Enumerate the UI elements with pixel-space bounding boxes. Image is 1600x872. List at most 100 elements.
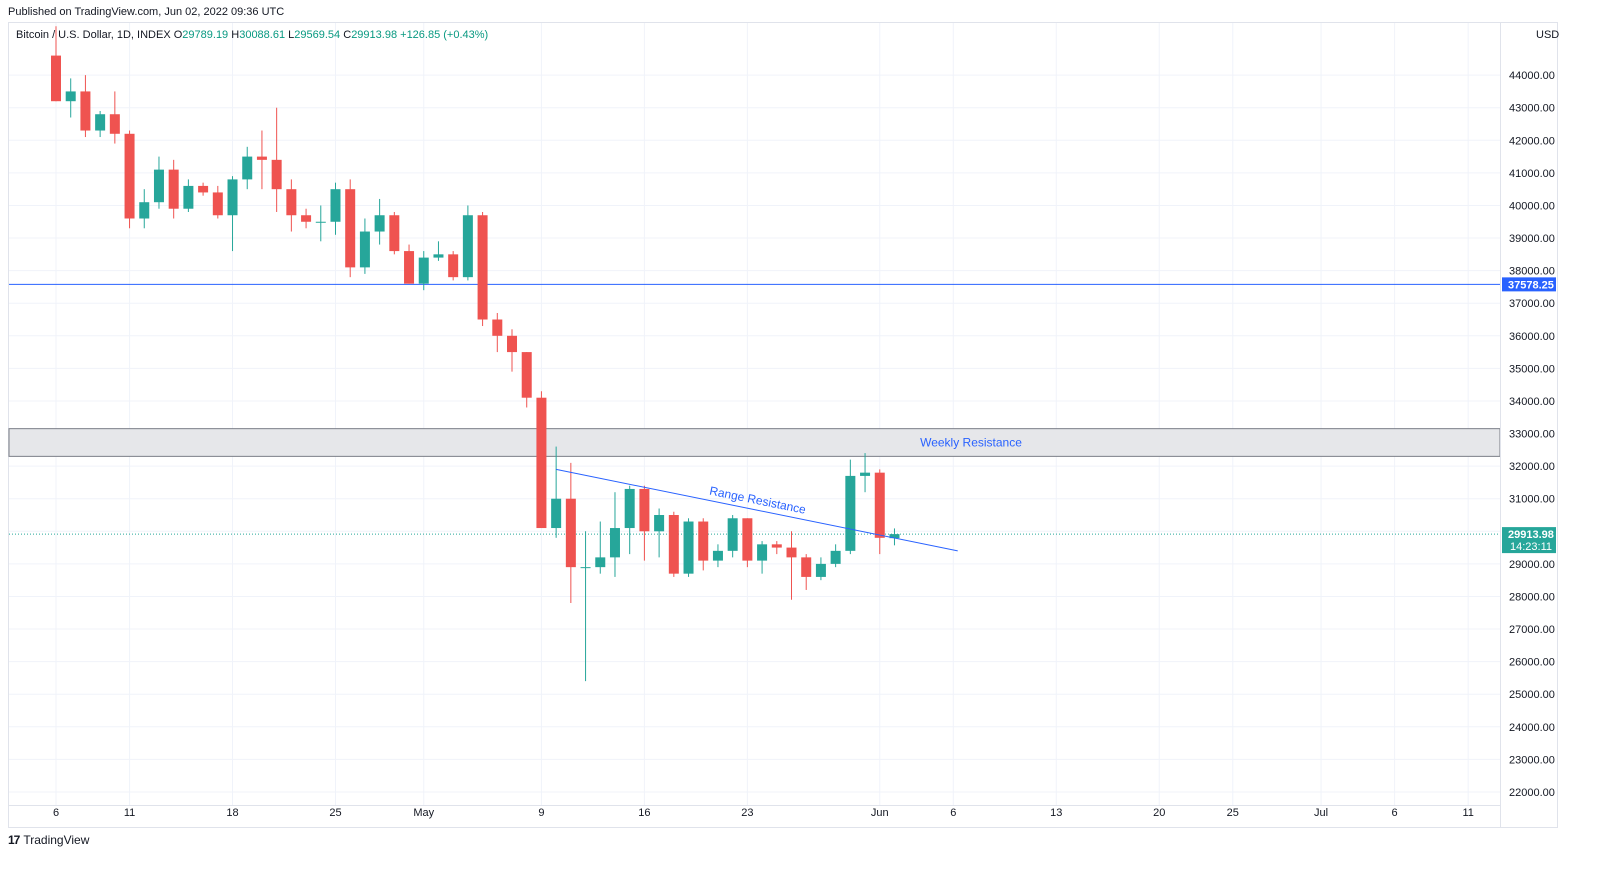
candle-body-16	[286, 189, 297, 216]
x-tick-label-23: 23	[741, 807, 753, 819]
y-tick-label-31000: 31000.00	[1509, 494, 1555, 506]
y-axis[interactable]: 22000.00 23000.00 24000.00 25000.00 26000.00…	[1500, 23, 1555, 827]
candle-body-26	[433, 254, 444, 258]
currency-label[interactable]: USD	[1536, 29, 1560, 41]
candle-17	[301, 208, 312, 229]
candle-27	[448, 251, 459, 281]
candle-body-33	[536, 397, 547, 529]
candle-30	[492, 312, 503, 353]
symbol-legend[interactable]: Bitcoin / U.S. Dollar, 1D, INDEX O29789.…	[16, 29, 488, 41]
x-tick-label-6: 6	[950, 807, 956, 819]
candle-4	[109, 91, 120, 144]
candle-body-11	[212, 192, 223, 216]
candle-28	[462, 205, 473, 281]
candle-10	[198, 182, 209, 196]
price-tags: 37578.25 29913.98 14:23:11	[1502, 277, 1556, 554]
candle-25	[418, 251, 429, 291]
candle-body-25	[418, 257, 429, 284]
resistance-zone-rect[interactable]	[8, 428, 1501, 457]
candle-body-31	[507, 335, 518, 353]
candle-38	[609, 492, 620, 577]
candle-47	[742, 518, 753, 568]
y-tick-label-33000: 33000.00	[1509, 429, 1555, 441]
published-note: Published on TradingView.com, Jun 02, 20…	[8, 6, 285, 18]
y-tick-label-38000: 38000.00	[1509, 266, 1555, 278]
candle-36	[580, 531, 591, 682]
candle-body-41	[654, 515, 665, 532]
candle-21	[359, 218, 370, 274]
candle-0	[51, 26, 61, 102]
candle-3	[95, 110, 106, 138]
resistance-zone-label: Weekly Resistance	[920, 436, 1022, 450]
candle-body-53	[830, 550, 841, 564]
candle-41	[654, 508, 665, 558]
y-tick-label-44000: 44000.00	[1509, 70, 1555, 82]
y-tick-label-36000: 36000.00	[1509, 331, 1555, 343]
candle-body-32	[521, 352, 532, 398]
candle-12	[227, 176, 238, 252]
candle-29	[477, 211, 488, 327]
x-tick-label-6: 6	[1392, 807, 1398, 819]
candle-1	[65, 78, 76, 118]
last-price-label: 29913.98	[1508, 529, 1554, 541]
candle-body-49	[771, 544, 782, 548]
tradingview-brand[interactable]: 17 TradingView	[8, 833, 89, 847]
candle-35	[565, 462, 576, 603]
tradingview-logo-icon: 17	[8, 833, 20, 847]
candle-body-12	[227, 179, 238, 216]
y-tick-label-32000: 32000.00	[1509, 461, 1555, 473]
candle-23	[389, 211, 400, 255]
candle-11	[212, 185, 223, 219]
candle-body-1	[65, 91, 76, 102]
candle-16	[286, 179, 297, 232]
range-resistance-label: Range Resistance	[708, 484, 807, 517]
x-tick-label-11: 11	[124, 807, 135, 819]
y-tick-label-34000: 34000.00	[1509, 396, 1555, 408]
x-tick-label-May: May	[413, 807, 434, 819]
candle-body-45	[712, 550, 723, 561]
candle-body-14	[256, 156, 267, 160]
open-label: O	[173, 29, 183, 41]
y-tick-label-41000: 41000.00	[1509, 168, 1555, 180]
low-value: 29569.54	[294, 29, 341, 41]
candle-body-5	[124, 133, 135, 219]
candle-37	[595, 521, 606, 574]
candle-34	[551, 446, 562, 538]
x-axis[interactable]: 6 11 18 25 May 9 16 23 Jun 6 13 20 25 Jul 6 11	[9, 805, 1500, 820]
candle-56	[874, 469, 885, 555]
close-label: C	[343, 29, 352, 41]
candle-body-54	[845, 475, 856, 551]
open-value: 29789.19	[182, 29, 229, 41]
y-tick-label-40000: 40000.00	[1509, 200, 1555, 212]
x-tick-label-6: 6	[53, 807, 59, 819]
candle-body-27	[448, 254, 459, 278]
y-tick-label-39000: 39000.00	[1509, 233, 1555, 245]
candle-32	[521, 352, 532, 408]
candle-body-50	[786, 547, 797, 558]
candle-body-51	[801, 557, 812, 577]
chart-frame[interactable]	[8, 22, 1558, 828]
candle-52	[815, 557, 826, 581]
candle-body-18	[315, 221, 326, 223]
y-tick-label-24000: 24000.00	[1509, 722, 1555, 734]
high-value: 30088.61	[239, 29, 286, 41]
candle-54	[845, 459, 856, 555]
candle-20	[345, 179, 356, 278]
candle-45	[712, 544, 723, 568]
resistance-zone[interactable]: Weekly Resistance	[8, 428, 1501, 457]
candle-body-6	[139, 202, 150, 219]
x-tick-label-25: 25	[329, 807, 341, 819]
candle-2	[80, 75, 91, 138]
candle-15	[271, 107, 282, 212]
candle-body-34	[551, 498, 562, 529]
y-tick-label-35000: 35000.00	[1509, 363, 1555, 375]
candle-42	[668, 511, 679, 577]
range-resistance-line[interactable]	[556, 468, 958, 552]
candle-body-44	[698, 521, 709, 561]
candle-body-39	[624, 488, 635, 529]
candle-body-19	[330, 189, 341, 222]
x-tick-label-18: 18	[226, 807, 238, 819]
candle-26	[433, 241, 444, 261]
candle-body-37	[595, 557, 606, 568]
